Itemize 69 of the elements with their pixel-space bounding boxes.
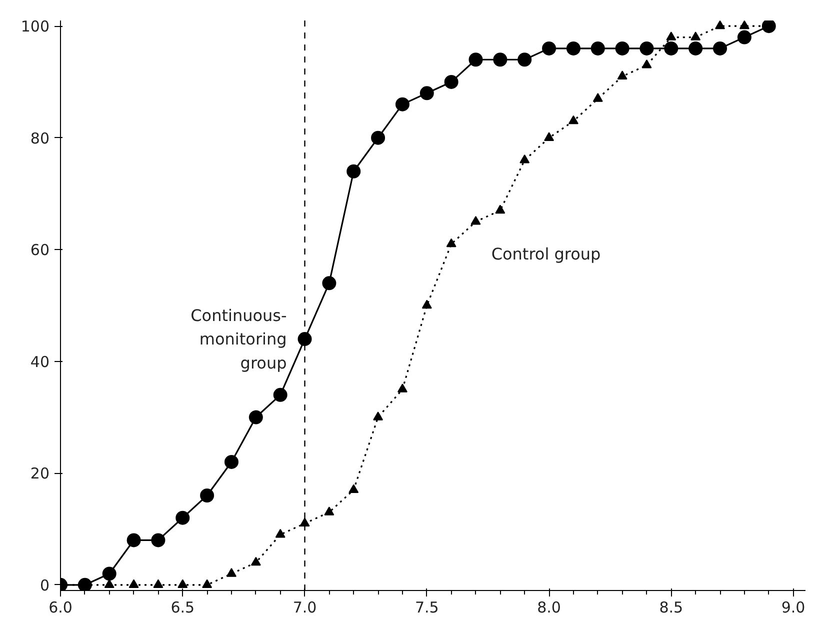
point bbox=[126, 533, 141, 548]
x-tick-label: 8.0 bbox=[537, 598, 561, 616]
point bbox=[348, 484, 359, 494]
point bbox=[590, 41, 605, 56]
point bbox=[153, 579, 164, 588]
point bbox=[470, 216, 481, 225]
point bbox=[346, 164, 361, 178]
point bbox=[273, 388, 288, 402]
point bbox=[298, 332, 312, 346]
series-label: Control group bbox=[491, 244, 601, 264]
point bbox=[615, 41, 630, 56]
y-tick-label: 60 bbox=[30, 241, 50, 260]
point bbox=[664, 41, 678, 56]
point bbox=[373, 412, 384, 420]
point bbox=[468, 52, 483, 67]
y-tick-label: 80 bbox=[30, 129, 50, 148]
point bbox=[395, 97, 410, 112]
point bbox=[495, 204, 506, 214]
x-tick-label: 6.5 bbox=[170, 598, 195, 616]
point bbox=[248, 410, 263, 424]
point bbox=[275, 528, 286, 538]
point bbox=[642, 60, 652, 68]
point bbox=[739, 20, 750, 30]
point bbox=[224, 454, 238, 469]
y-tick-label: 20 bbox=[30, 464, 50, 483]
point bbox=[690, 32, 701, 40]
point bbox=[300, 518, 310, 527]
point bbox=[102, 566, 116, 581]
point bbox=[128, 579, 139, 588]
point bbox=[420, 86, 434, 100]
x-tick-label: 8.5 bbox=[659, 598, 684, 616]
point bbox=[151, 533, 166, 548]
point bbox=[713, 41, 728, 56]
point bbox=[446, 238, 456, 248]
point bbox=[688, 41, 703, 56]
x-tick-label: 6.0 bbox=[48, 598, 72, 616]
y-tick-label: 0 bbox=[40, 576, 50, 594]
point bbox=[178, 579, 188, 588]
point bbox=[542, 41, 556, 56]
point bbox=[422, 300, 432, 309]
point bbox=[568, 115, 578, 124]
point bbox=[518, 52, 532, 67]
point bbox=[202, 579, 212, 588]
point bbox=[520, 154, 530, 164]
point bbox=[617, 70, 628, 80]
point bbox=[737, 30, 752, 44]
y-tick-label: 100 bbox=[20, 18, 50, 36]
series-label: Continuous- monitoring group bbox=[190, 306, 287, 372]
point bbox=[566, 41, 580, 56]
point bbox=[666, 32, 676, 40]
x-tick-label: 9.0 bbox=[781, 598, 806, 616]
point bbox=[226, 568, 236, 577]
point bbox=[322, 276, 336, 290]
point bbox=[715, 20, 726, 30]
point bbox=[397, 384, 408, 392]
y-tick-label: 40 bbox=[30, 352, 50, 371]
point bbox=[200, 488, 214, 502]
point bbox=[493, 52, 508, 67]
x-tick-label: 7.5 bbox=[414, 598, 439, 616]
point bbox=[544, 132, 554, 141]
x-tick-label: 7.0 bbox=[292, 598, 317, 616]
point bbox=[104, 579, 114, 588]
point bbox=[444, 74, 458, 89]
point bbox=[592, 93, 603, 102]
point bbox=[250, 556, 261, 566]
point bbox=[324, 506, 334, 516]
point bbox=[640, 41, 654, 56]
point bbox=[176, 510, 190, 525]
point bbox=[371, 130, 386, 145]
